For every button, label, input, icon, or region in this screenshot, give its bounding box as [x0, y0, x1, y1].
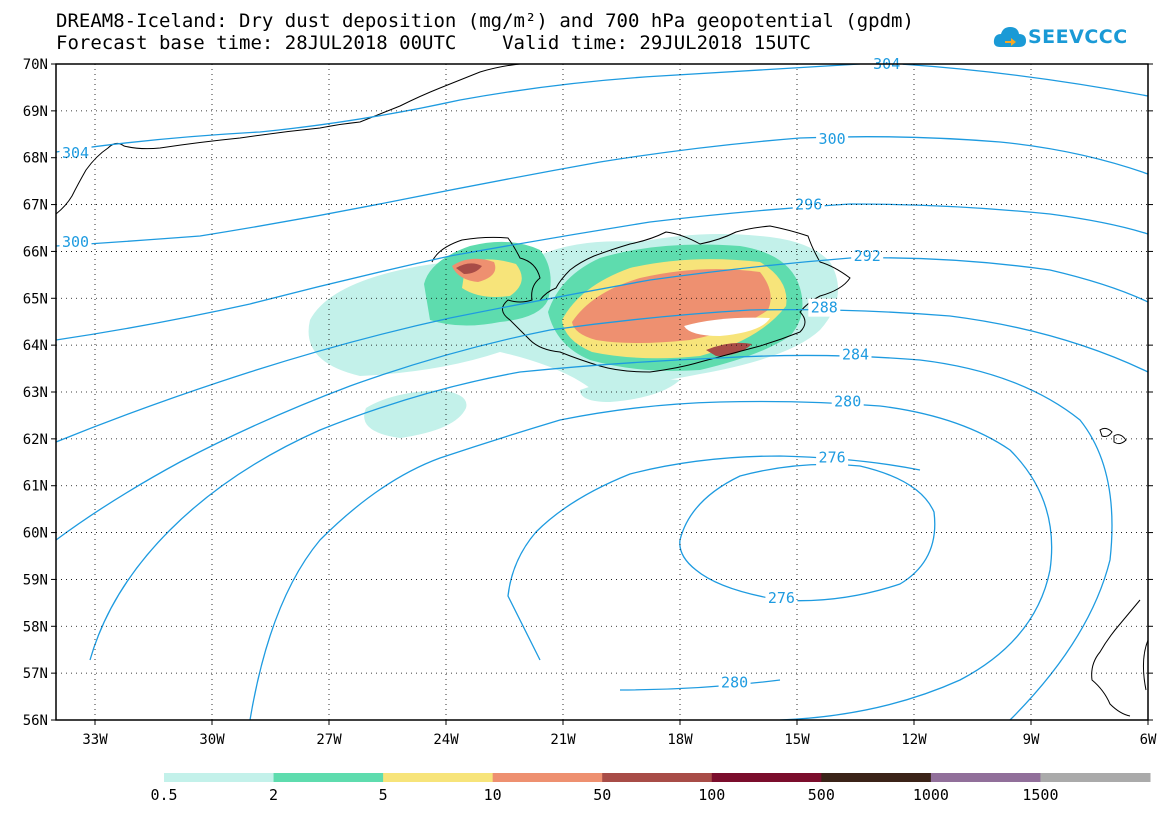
- contour-304: [56, 64, 860, 152]
- dust-deposition-field: [309, 234, 838, 438]
- legend-label: 2: [269, 786, 278, 804]
- lat-tick-label: 66N: [23, 244, 48, 260]
- legend-swatch: [821, 773, 931, 782]
- legend-label: 100: [698, 786, 725, 804]
- contour-label: 276: [819, 449, 846, 467]
- lat-tick-label: 68N: [23, 151, 48, 167]
- lat-tick-label: 61N: [23, 479, 48, 495]
- lat-tick-label: 65N: [23, 291, 48, 307]
- contour-280-south: [620, 680, 780, 690]
- legend-swatch: [712, 773, 822, 782]
- lat-tick-label: 63N: [23, 385, 48, 401]
- legend-label: 50: [593, 786, 611, 804]
- lat-tick-label: 62N: [23, 432, 48, 448]
- legend-swatch: [1040, 773, 1150, 782]
- legend-swatch: [383, 773, 493, 782]
- lon-tick-label: 33W: [82, 732, 108, 748]
- faroe-coast: [1100, 428, 1126, 443]
- contour-label: 288: [811, 299, 838, 317]
- contour-label: 300: [62, 233, 89, 251]
- lon-tick-label: 12W: [901, 732, 927, 748]
- contour-280-sw: [508, 456, 920, 660]
- contour-label: 280: [721, 674, 748, 692]
- contour-label: 296: [795, 196, 822, 214]
- lat-tick-label: 56N: [23, 713, 48, 729]
- lon-tick-label: 27W: [316, 732, 342, 748]
- greenland-coast: [56, 64, 520, 214]
- legend-label: 5: [379, 786, 388, 804]
- legend-label: 500: [808, 786, 835, 804]
- scotland-coast: [1092, 600, 1148, 716]
- lon-tick-label: 21W: [550, 732, 576, 748]
- contour-label: 284: [842, 346, 869, 364]
- legend-swatch: [931, 773, 1041, 782]
- legend-swatch: [493, 773, 603, 782]
- contour-280: [250, 402, 1052, 721]
- contour-284: [90, 355, 1112, 720]
- lon-tick-label: 6W: [1140, 732, 1157, 748]
- lon-axis: 33W 30W 27W 24W 21W 18W 15W 12W 9W 6W: [82, 720, 1157, 748]
- lat-tick-label: 69N: [23, 104, 48, 120]
- contour-label: 276: [768, 589, 795, 607]
- lon-tick-label: 9W: [1023, 732, 1040, 748]
- legend-swatch: [602, 773, 712, 782]
- legend-label: 0.5: [150, 786, 177, 804]
- lon-tick-label: 15W: [784, 732, 810, 748]
- contour-304-east: [900, 64, 1148, 96]
- legend-swatch: [164, 773, 274, 782]
- lat-tick-label: 67N: [23, 198, 48, 214]
- contour-label: 300: [819, 130, 846, 148]
- lat-tick-label: 59N: [23, 572, 48, 588]
- contour-label: 304: [62, 144, 89, 162]
- lat-tick-label: 57N: [23, 666, 48, 682]
- contour-label: 280: [834, 392, 861, 410]
- lon-tick-label: 30W: [199, 732, 225, 748]
- lat-tick-label: 60N: [23, 526, 48, 542]
- lon-tick-label: 24W: [433, 732, 459, 748]
- lat-tick-label: 64N: [23, 338, 48, 354]
- legend-label: 1000: [913, 786, 949, 804]
- legend-label: 10: [484, 786, 502, 804]
- legend-swatch: [274, 773, 384, 782]
- grid-lines: [56, 64, 1148, 720]
- lon-tick-label: 18W: [667, 732, 693, 748]
- lat-tick-label: 58N: [23, 619, 48, 635]
- legend-label: 1500: [1022, 786, 1058, 804]
- contour-label: 292: [854, 247, 881, 265]
- legend: 0.5 2 5 10 50 100 500 1000 1500: [150, 773, 1150, 804]
- lat-tick-label: 70N: [23, 57, 48, 73]
